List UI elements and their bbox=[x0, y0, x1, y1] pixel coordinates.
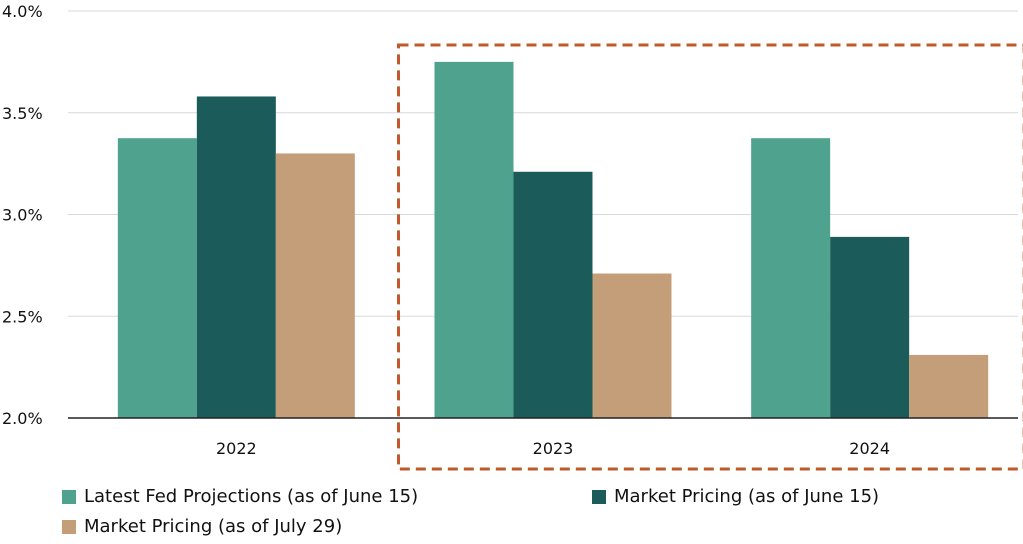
y-tick-label: 3.0% bbox=[2, 206, 43, 225]
bar-2022-series-1 bbox=[117, 138, 197, 418]
legend-item-market-june: Market Pricing (as of June 15) bbox=[592, 486, 879, 507]
legend-swatch bbox=[592, 489, 606, 504]
x-axis-tick-labels: 2022 2023 2024 bbox=[216, 439, 890, 458]
x-tick-label: 2023 bbox=[533, 439, 574, 458]
bar-2024-series-1 bbox=[751, 138, 831, 418]
legend-swatch bbox=[62, 489, 76, 504]
legend-item-fed-projections: Latest Fed Projections (as of June 15) bbox=[62, 486, 418, 507]
bar-2023-series-2 bbox=[513, 171, 593, 418]
highlight-box bbox=[397, 43, 1023, 471]
y-tick-label: 2.5% bbox=[2, 307, 43, 326]
bar-2022-series-3 bbox=[275, 153, 355, 418]
legend-label: Market Pricing (as of July 29) bbox=[84, 516, 343, 537]
y-axis-tick-labels: 2.0% 2.5% 3.0% 3.5% 4.0% bbox=[2, 2, 43, 428]
y-tick-label: 3.5% bbox=[2, 104, 43, 123]
legend-item-market-july: Market Pricing (as of July 29) bbox=[62, 516, 342, 537]
bar-2024-series-3 bbox=[909, 354, 989, 418]
y-tick-label: 4.0% bbox=[2, 2, 43, 21]
bar-2022-series-2 bbox=[196, 96, 276, 418]
legend-label: Latest Fed Projections (as of June 15) bbox=[84, 486, 419, 507]
bar-2023-series-1 bbox=[434, 61, 514, 418]
bars bbox=[117, 61, 989, 418]
bar-chart: 2.0% 2.5% 3.0% 3.5% 4.0% 2022 2023 2024 bbox=[2, 2, 1023, 471]
y-tick-label: 2.0% bbox=[2, 409, 43, 428]
bar-2024-series-2 bbox=[830, 236, 910, 418]
legend-swatch bbox=[62, 519, 76, 534]
x-tick-label: 2022 bbox=[216, 439, 257, 458]
legend-label: Market Pricing (as of June 15) bbox=[614, 486, 880, 507]
bar-2023-series-3 bbox=[592, 273, 672, 418]
x-tick-label: 2024 bbox=[849, 439, 890, 458]
